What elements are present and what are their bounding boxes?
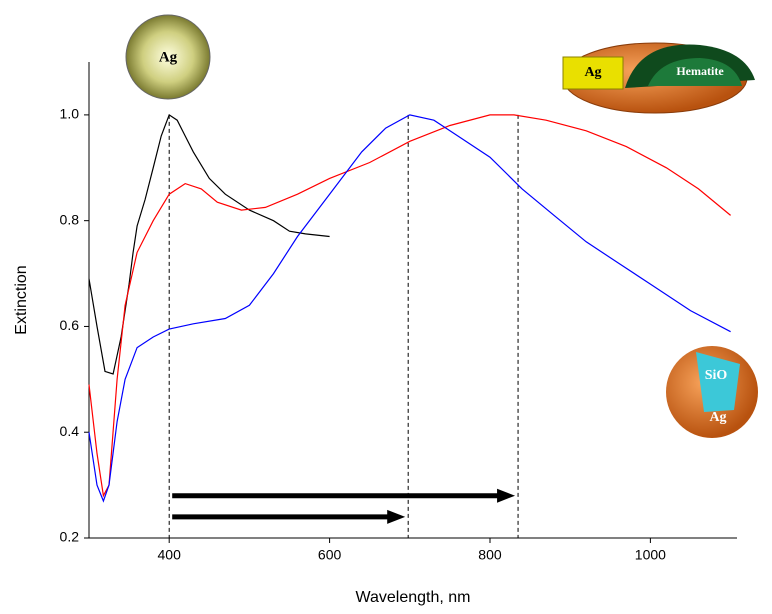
y-tick-label: 1.0 [60,106,80,122]
arrow-head [387,509,406,524]
arrow-head [497,488,516,503]
inset-label: SiO [705,368,728,383]
x-tick-label: 1000 [635,547,666,563]
y-tick-label: 0.8 [60,211,80,227]
x-tick-label: 400 [158,547,182,563]
inset-label: Hematite [676,64,724,78]
hematite-inset: Ag Hematite [562,42,755,114]
silica-inset: SiO Ag [666,346,758,438]
x-axis-label: Wavelength, nm [355,589,470,606]
inset-label: Ag [709,410,726,425]
series-line [88,114,731,498]
inset-label: Ag [159,49,178,65]
series-line [88,113,330,375]
x-tick-label: 600 [318,547,342,563]
x-tick-label: 800 [478,547,502,563]
y-tick-label: 0.2 [60,529,80,545]
y-tick-label: 0.4 [60,423,80,439]
y-axis-label: Extinction [13,265,30,334]
y-tick-label: 0.6 [60,317,80,333]
series-line [88,114,731,503]
inset-label: Ag [584,65,601,80]
silver-inset: Ag [125,14,211,100]
